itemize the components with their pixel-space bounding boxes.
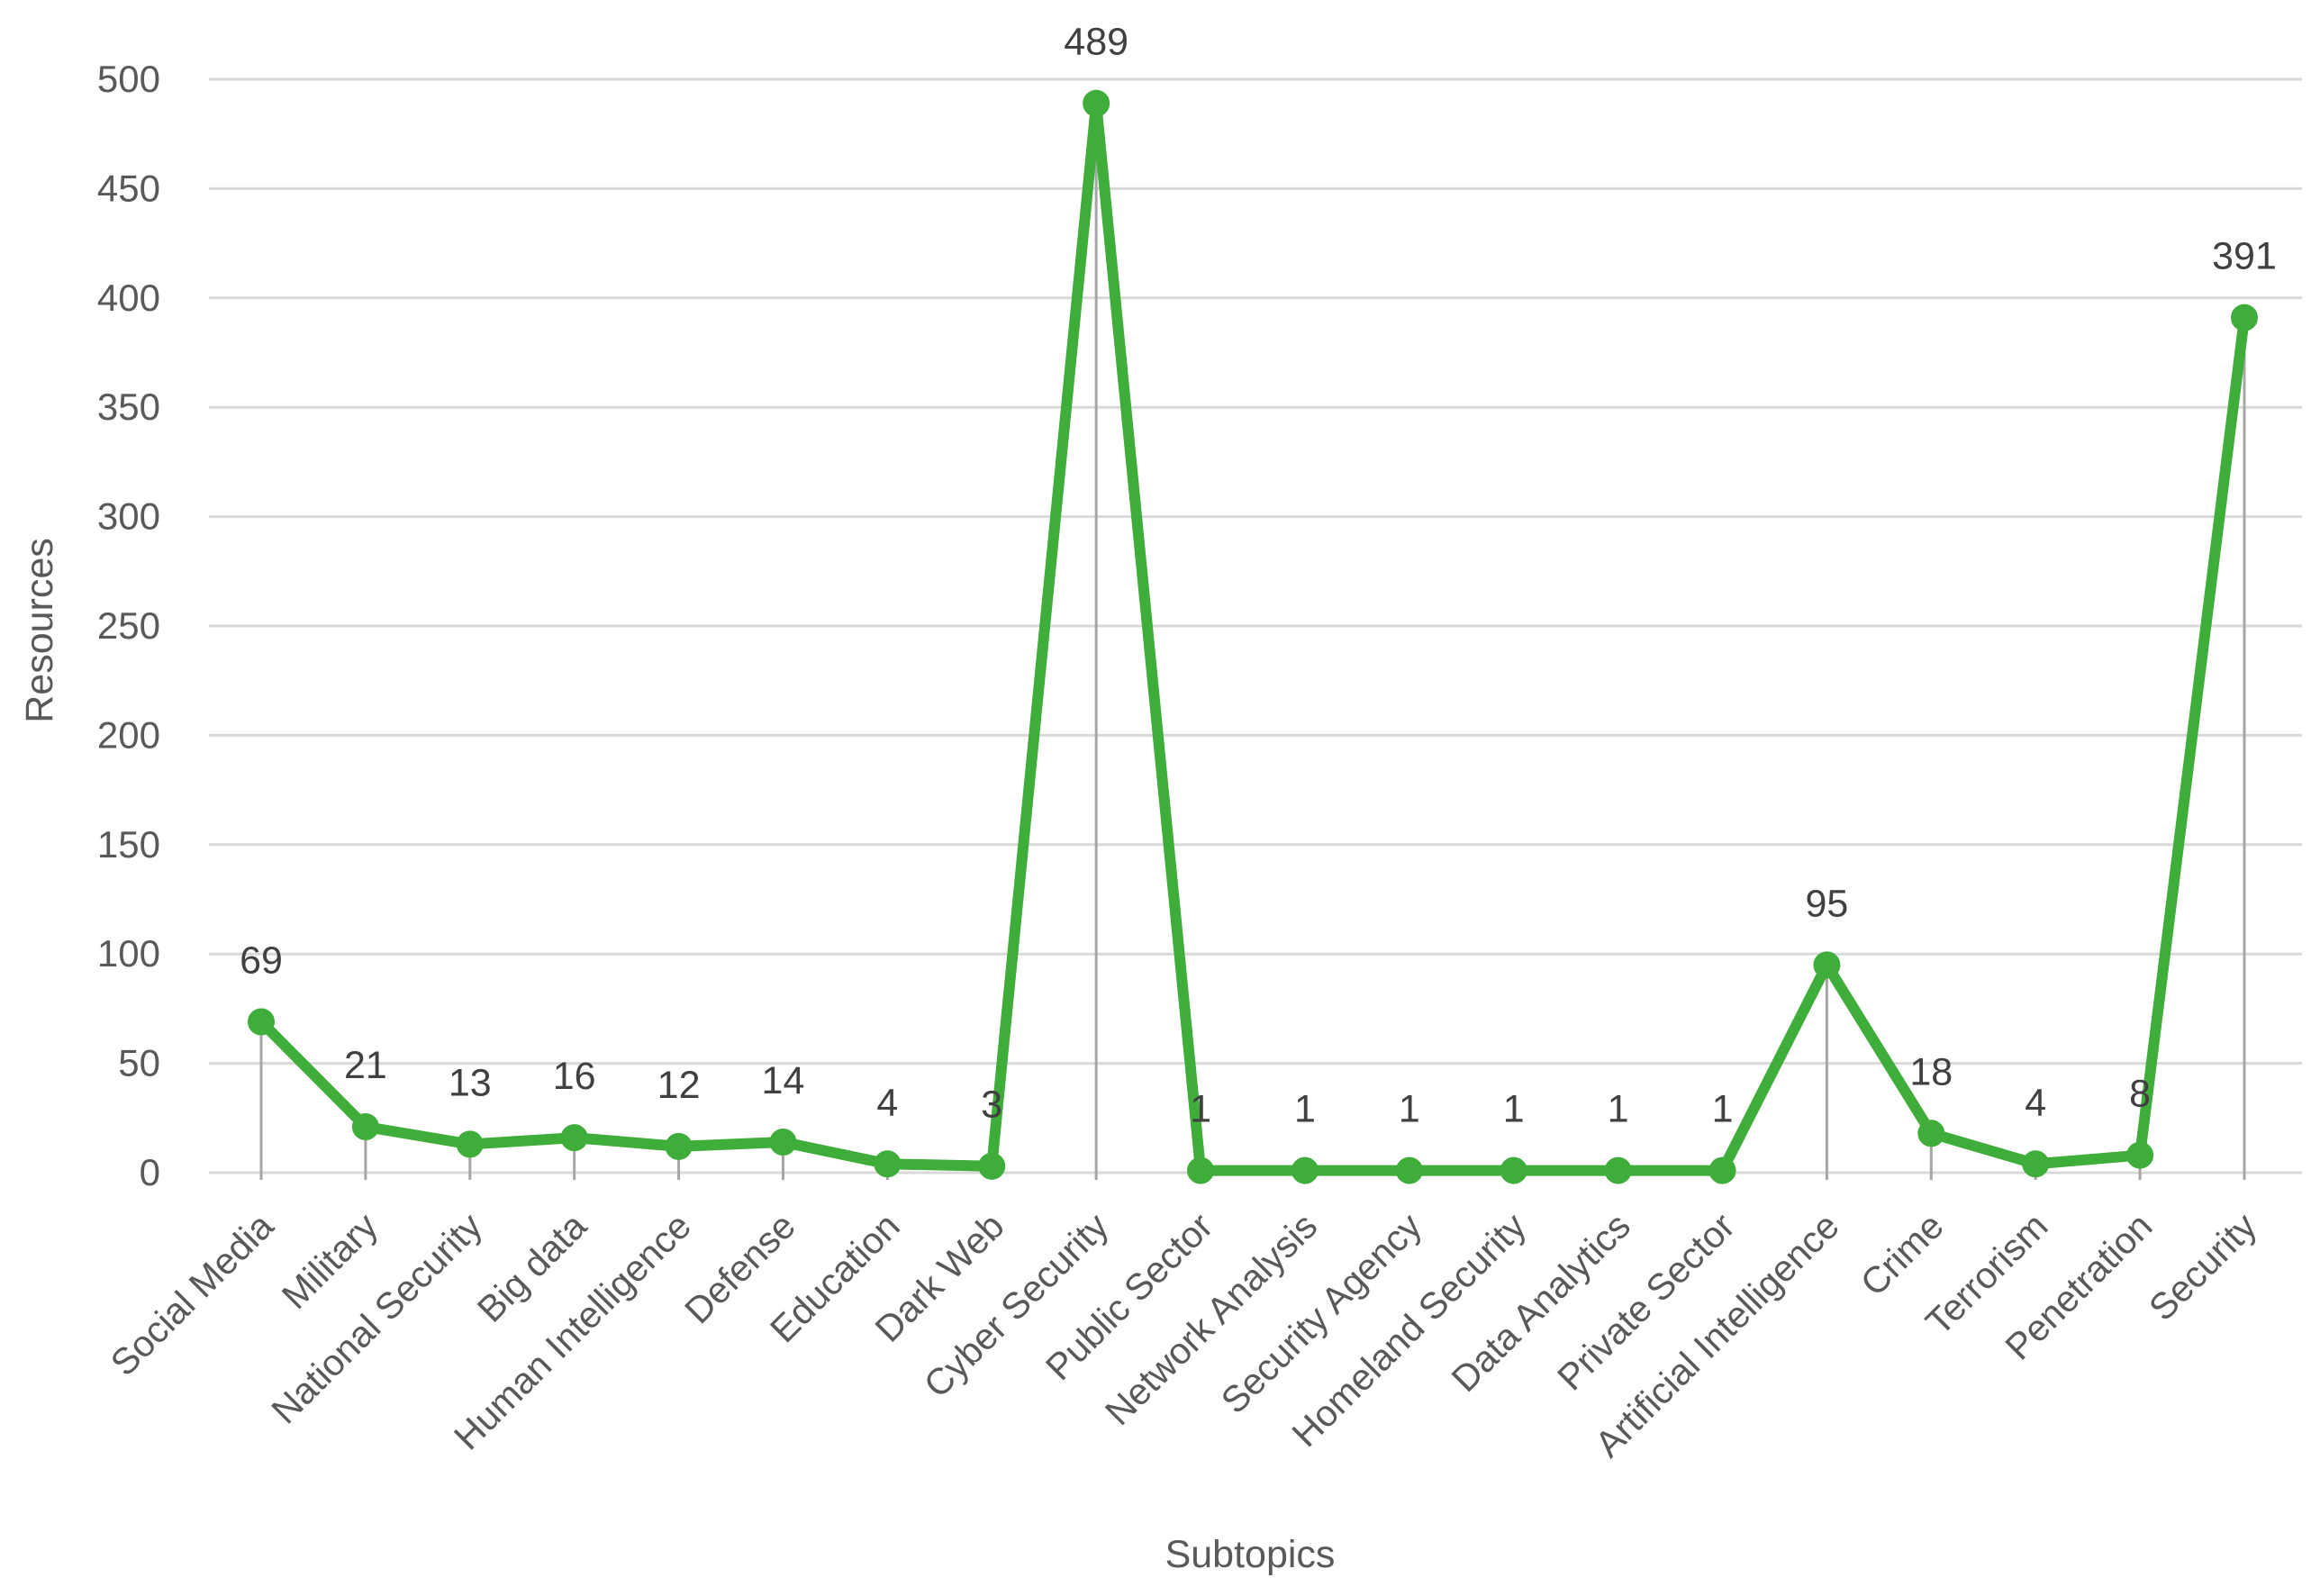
data-point <box>1291 1156 1319 1184</box>
data-point <box>2022 1150 2050 1178</box>
data-point <box>1708 1156 1736 1184</box>
data-point <box>2126 1141 2154 1169</box>
x-category-label: Cyber Security <box>916 1204 1117 1405</box>
data-point <box>1083 89 1110 117</box>
data-point <box>1813 951 1841 979</box>
y-tick-label: 100 <box>97 932 160 975</box>
data-label: 1 <box>1190 1088 1211 1131</box>
x-category-label: Social Media <box>103 1205 282 1384</box>
data-point <box>560 1124 588 1152</box>
data-point <box>978 1152 1006 1180</box>
series-line-group <box>256 97 2250 1176</box>
data-point <box>1917 1120 1945 1147</box>
y-axis-title: Resources <box>18 538 61 723</box>
x-category-label: Private Sector <box>1549 1205 1743 1399</box>
data-label: 14 <box>762 1059 805 1102</box>
data-point <box>248 1008 275 1036</box>
data-label: 8 <box>2129 1073 2151 1116</box>
data-point <box>1395 1156 1423 1184</box>
y-tick-label: 400 <box>97 277 160 319</box>
data-label: 13 <box>449 1061 492 1104</box>
data-label: 1 <box>1399 1088 1420 1131</box>
data-point <box>1187 1156 1215 1184</box>
y-axis-ticks: 0 50 100 150 200 250 300 350 400 450 500 <box>97 58 160 1193</box>
data-label: 4 <box>2025 1081 2046 1124</box>
x-category-label: Security <box>2141 1204 2265 1328</box>
x-category-label: Data Analytics <box>1444 1205 1638 1400</box>
data-points <box>248 89 2258 1184</box>
data-label: 95 <box>1805 882 1848 925</box>
gridlines <box>209 77 2302 1174</box>
data-label: 391 <box>2212 235 2277 278</box>
data-point <box>1500 1156 1527 1184</box>
data-label: 21 <box>344 1044 387 1087</box>
data-label: 16 <box>553 1055 596 1098</box>
y-tick-label: 150 <box>97 823 160 866</box>
y-tick-label: 500 <box>97 58 160 100</box>
data-label: 1 <box>1294 1088 1316 1131</box>
data-label: 1 <box>1503 1088 1525 1131</box>
series-line <box>256 97 2250 1176</box>
data-point <box>665 1132 693 1160</box>
y-tick-label: 200 <box>97 713 160 756</box>
y-tick-label: 300 <box>97 495 160 538</box>
data-point <box>769 1129 797 1156</box>
x-category-label: Crime <box>1853 1205 1952 1304</box>
data-label: 18 <box>1909 1050 1953 1093</box>
data-labels: 69 21 13 16 12 14 4 3 489 1 1 1 1 1 1 95 18 4 8 391 <box>240 21 2277 1131</box>
data-label: 12 <box>657 1064 701 1107</box>
data-point <box>351 1113 379 1141</box>
x-axis-title: Subtopics <box>1165 1533 1336 1576</box>
y-tick-label: 0 <box>140 1151 160 1193</box>
y-tick-label: 250 <box>97 604 160 647</box>
y-tick-label: 350 <box>97 385 160 428</box>
y-tick-label: 450 <box>97 167 160 209</box>
drop-lines <box>259 103 2246 1180</box>
data-label: 4 <box>876 1081 898 1124</box>
data-point <box>1604 1156 1632 1184</box>
y-tick-label: 50 <box>118 1042 160 1084</box>
data-label: 3 <box>981 1084 1002 1127</box>
data-point <box>2231 304 2258 331</box>
data-label: 489 <box>1064 21 1128 64</box>
data-label: 1 <box>1712 1088 1734 1131</box>
data-point <box>456 1130 484 1158</box>
data-point <box>874 1150 902 1178</box>
data-label: 1 <box>1608 1088 1629 1131</box>
data-label: 69 <box>240 939 283 982</box>
